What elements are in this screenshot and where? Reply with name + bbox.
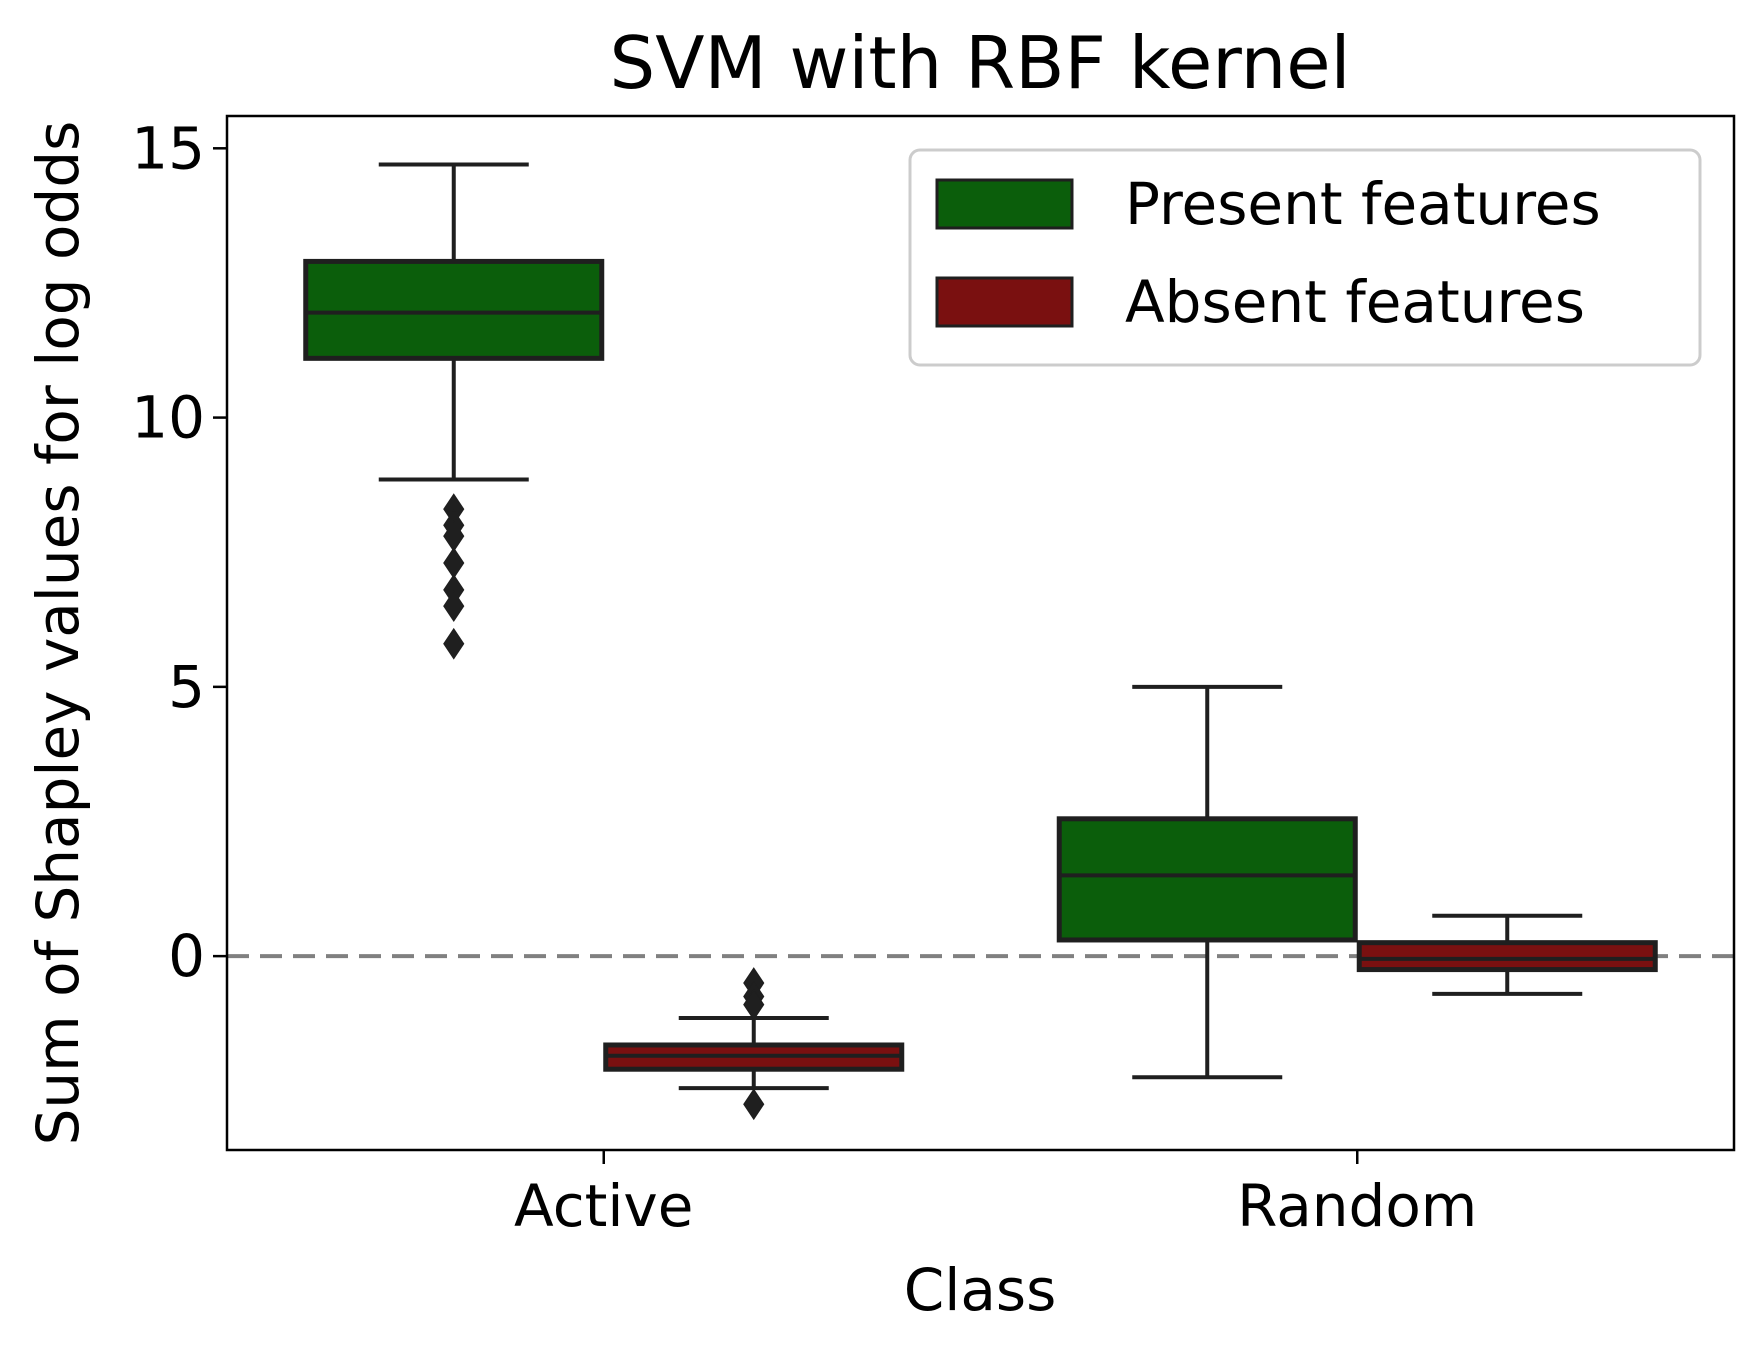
x-tick-label: Random (1237, 1172, 1477, 1240)
box-iqr (1056, 816, 1358, 943)
y-tick-label: 10 (131, 384, 205, 452)
box-present-features-random (1056, 684, 1358, 1080)
chart-title: SVM with RBF kernel (609, 21, 1350, 105)
outlier-point (743, 988, 765, 1021)
x-axis-label: Class (904, 1256, 1057, 1324)
box-absent-features-random (1356, 913, 1658, 996)
y-tick-label: 5 (168, 653, 205, 721)
plot-frame (225, 114, 1736, 1152)
legend-label: Absent features (1125, 268, 1585, 336)
outlier-point (743, 1088, 765, 1121)
legend-swatch (935, 276, 1074, 328)
outlier-point (443, 547, 465, 579)
x-tick-label: Active (514, 1172, 693, 1240)
box-iqr (1356, 940, 1658, 973)
y-tick-label: 0 (168, 922, 205, 990)
legend-frame (908, 148, 1702, 367)
outlier-point (443, 590, 465, 622)
legend-label: Present features (1125, 170, 1601, 238)
axes: 0 5 10 15 Active Random (131, 114, 1477, 1240)
legend-swatch (935, 178, 1074, 230)
legend: Present features Absent features (908, 148, 1702, 367)
plot-area (227, 162, 1734, 1121)
box-iqr (303, 258, 605, 361)
box-present-features-active (303, 162, 605, 660)
y-axis-label: Sum of Shapley values for log odds (24, 121, 92, 1146)
box-absent-features-active (603, 967, 905, 1121)
outlier-point (443, 627, 465, 660)
y-tick-label: 15 (131, 114, 205, 182)
